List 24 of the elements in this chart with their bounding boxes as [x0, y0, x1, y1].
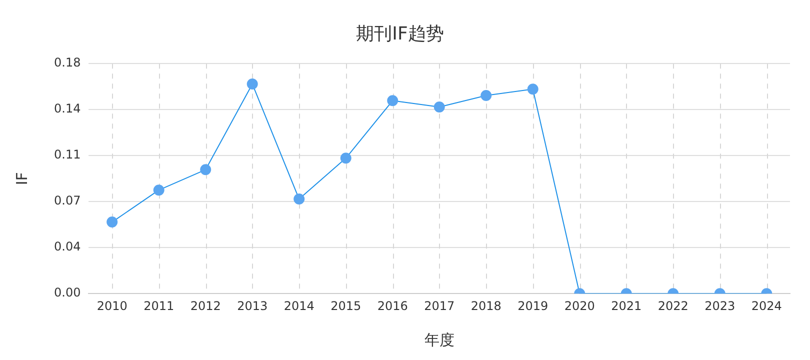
x-tick-label: 2010 [96, 298, 128, 313]
y-tick-label: 0.11 [54, 148, 81, 162]
x-tick-label: 2015 [330, 298, 362, 313]
x-tick-label: 2012 [190, 298, 221, 313]
x-tick-label: 2022 [658, 298, 688, 313]
y-axis-title: IF [12, 172, 31, 186]
x-tick-label: 2024 [751, 298, 782, 313]
y-tick-label: 0.00 [54, 286, 81, 300]
y-tick-label: 0.07 [54, 194, 81, 208]
x-tick-label: 2017 [424, 298, 455, 313]
y-tick-label: 0.14 [54, 102, 81, 116]
x-axis-title: 年度 [424, 330, 454, 349]
x-tick-label: 2020 [564, 298, 595, 313]
y-tick-label: 0.04 [54, 240, 81, 254]
x-tick-label: 2011 [144, 298, 174, 313]
x-tick-label: 2013 [237, 298, 268, 313]
x-tick-label: 2018 [470, 298, 502, 313]
chart-title: 期刊IF趋势 [356, 23, 444, 44]
x-tick-label: 2016 [377, 298, 408, 313]
x-tick-label: 2023 [704, 298, 736, 313]
x-tick-label: 2021 [611, 298, 642, 313]
x-tick-label: 2019 [518, 298, 548, 313]
y-tick-label: 0.18 [54, 56, 81, 70]
x-tick-label: 2014 [284, 298, 314, 313]
